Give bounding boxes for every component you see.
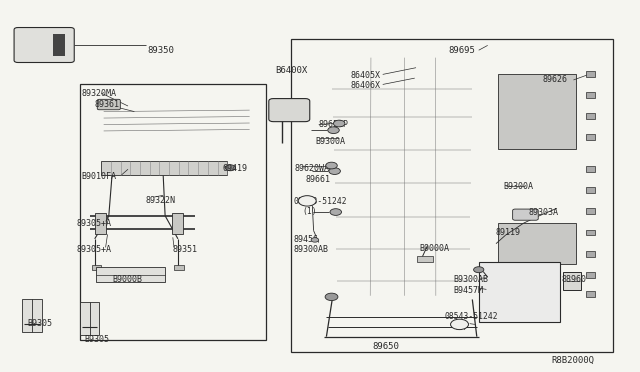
FancyBboxPatch shape: [269, 99, 310, 122]
Circle shape: [311, 238, 319, 242]
Bar: [586, 113, 595, 119]
Text: 89322N: 89322N: [146, 196, 176, 205]
Text: 89320MA: 89320MA: [82, 89, 117, 98]
Bar: [586, 166, 595, 172]
Bar: [22, 299, 42, 332]
Bar: [586, 251, 595, 257]
Text: B9000A: B9000A: [419, 244, 449, 253]
Bar: [101, 161, 227, 175]
Text: B9010FA: B9010FA: [81, 172, 116, 181]
Polygon shape: [99, 104, 253, 138]
Text: 89695: 89695: [448, 46, 475, 55]
Text: (1): (1): [302, 207, 317, 216]
Text: 89661: 89661: [306, 175, 331, 184]
Text: 89305+A: 89305+A: [77, 219, 112, 228]
Text: 89456: 89456: [293, 235, 318, 244]
Text: B6400X: B6400X: [275, 66, 307, 75]
Bar: [586, 208, 595, 214]
Circle shape: [326, 162, 337, 169]
Text: S: S: [454, 320, 460, 328]
Text: ⊙: ⊙: [308, 199, 314, 204]
Circle shape: [330, 209, 342, 215]
Bar: [586, 187, 595, 193]
Text: S: S: [302, 196, 307, 205]
Text: 89303A: 89303A: [529, 208, 559, 217]
Circle shape: [225, 165, 236, 171]
Circle shape: [333, 120, 345, 127]
Bar: [563, 272, 581, 290]
Text: 89119: 89119: [496, 228, 521, 237]
Circle shape: [329, 168, 340, 174]
Text: 89620WA: 89620WA: [294, 164, 330, 173]
Text: B9300AB: B9300AB: [453, 275, 488, 284]
Polygon shape: [330, 58, 479, 299]
Text: B9300A: B9300A: [503, 182, 533, 191]
Text: 69419: 69419: [223, 164, 248, 173]
Text: 86406X: 86406X: [351, 81, 381, 90]
Text: 89305+A: 89305+A: [77, 245, 112, 254]
Text: 08543-51242: 08543-51242: [293, 197, 347, 206]
Text: 89351: 89351: [173, 245, 198, 254]
Bar: [80, 84, 266, 340]
Text: 89650: 89650: [372, 342, 399, 351]
Bar: [479, 262, 560, 322]
Text: 89626: 89626: [543, 76, 568, 84]
Text: (1): (1): [453, 322, 468, 331]
Text: B9305: B9305: [27, 319, 52, 328]
Bar: [586, 71, 595, 77]
Bar: [498, 223, 576, 264]
Bar: [172, 213, 183, 234]
Bar: [52, 34, 65, 56]
Text: 89350: 89350: [147, 46, 174, 55]
Text: 88960: 88960: [562, 275, 587, 284]
Bar: [174, 265, 184, 270]
Text: 08543-51242: 08543-51242: [445, 312, 499, 321]
Circle shape: [328, 127, 339, 134]
Text: ⊙: ⊙: [461, 322, 466, 327]
Text: B9305: B9305: [84, 335, 109, 344]
Circle shape: [298, 196, 316, 206]
Bar: [417, 256, 433, 262]
Bar: [291, 39, 613, 352]
Circle shape: [474, 267, 484, 273]
Bar: [586, 230, 595, 235]
Bar: [586, 92, 595, 98]
FancyBboxPatch shape: [513, 209, 538, 220]
Bar: [586, 272, 595, 278]
Bar: [498, 74, 576, 149]
Bar: [96, 267, 165, 282]
Text: 89651P: 89651P: [319, 120, 349, 129]
Text: R8B2000Q: R8B2000Q: [552, 356, 595, 365]
Bar: [95, 213, 106, 234]
Bar: [586, 134, 595, 140]
Circle shape: [325, 293, 338, 301]
Text: B9457M: B9457M: [453, 286, 483, 295]
FancyBboxPatch shape: [97, 99, 120, 110]
Text: 86405X: 86405X: [351, 71, 381, 80]
Bar: [586, 291, 595, 297]
Text: B9300A: B9300A: [315, 137, 345, 146]
Text: 89361: 89361: [95, 100, 120, 109]
Bar: [80, 302, 99, 335]
Text: B9000B: B9000B: [113, 275, 143, 284]
Polygon shape: [95, 106, 106, 136]
Polygon shape: [486, 46, 589, 324]
FancyBboxPatch shape: [14, 28, 74, 62]
Circle shape: [451, 319, 468, 330]
Text: 89300AB: 89300AB: [293, 246, 328, 254]
Bar: [92, 265, 101, 270]
